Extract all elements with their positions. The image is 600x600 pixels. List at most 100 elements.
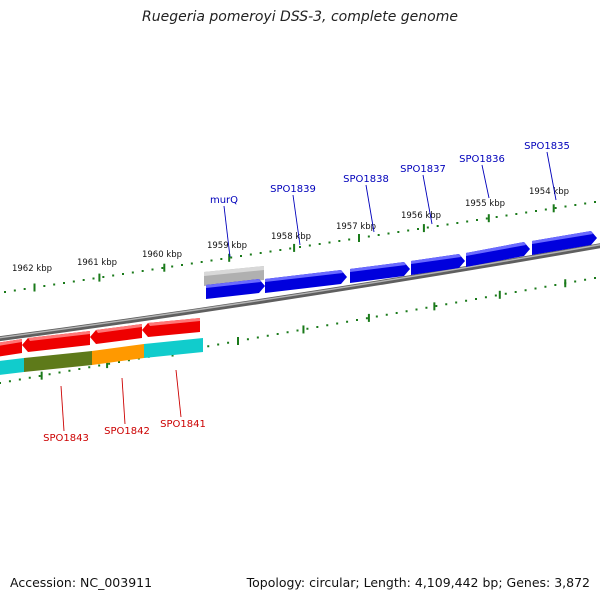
forward-gene-label[interactable]: SPO1838 — [343, 174, 389, 185]
inner-minor-tick — [0, 382, 1, 384]
inner-minor-tick — [28, 376, 31, 379]
outer-major-tick — [487, 214, 490, 223]
inner-major-tick — [498, 290, 501, 299]
outer-minor-tick — [122, 273, 124, 275]
outer-minor-tick — [485, 217, 488, 220]
forward-gene-leader — [223, 205, 231, 258]
outer-minor-tick — [328, 241, 331, 244]
inner-minor-tick — [544, 285, 547, 288]
reverse-gene-label[interactable]: SPO1842 — [104, 426, 150, 437]
reverse-gene-highlight — [28, 331, 90, 341]
inner-minor-tick — [425, 306, 428, 309]
inner-minor-tick — [395, 312, 398, 314]
inner-minor-tick — [514, 291, 517, 293]
forward-gene-label[interactable]: SPO1837 — [400, 164, 446, 175]
reverse-gene-label[interactable]: SPO1843 — [43, 433, 89, 444]
inner-minor-tick — [18, 378, 21, 381]
inner-minor-tick — [415, 308, 418, 311]
inner-minor-tick — [336, 322, 339, 325]
outer-minor-tick — [259, 252, 262, 254]
outer-minor-tick — [476, 219, 478, 221]
inner-major-tick — [237, 337, 239, 345]
inner-minor-tick — [455, 301, 458, 304]
forward-gene-arrow[interactable] — [265, 270, 347, 293]
accession-text: Accession: NC_003911 — [10, 575, 153, 590]
tick-label: 1956 kbp — [401, 211, 441, 221]
inner-minor-tick — [365, 317, 368, 320]
inner-minor-tick — [316, 326, 319, 328]
forward-gene-label[interactable]: SPO1839 — [270, 184, 316, 195]
cog-segment[interactable] — [92, 344, 144, 365]
tick-label: 1962 kbp — [12, 264, 52, 274]
forward-gene-arrow[interactable] — [466, 242, 530, 267]
cog-segment[interactable] — [24, 351, 92, 372]
tick-label: 1955 kbp — [465, 199, 505, 209]
outer-minor-tick — [181, 264, 183, 266]
outer-minor-tick — [141, 270, 144, 272]
outer-minor-tick — [426, 226, 429, 229]
gene-label-lines — [60, 151, 557, 432]
outer-minor-tick — [308, 244, 311, 247]
forward-gene-track — [206, 231, 597, 299]
inner-minor-tick — [385, 313, 388, 316]
inner-major-tick — [302, 325, 305, 334]
map-title: Ruegeria pomeroyi DSS-3, complete genome — [142, 9, 458, 25]
inner-minor-tick — [584, 278, 587, 281]
outer-major-tick — [358, 234, 360, 242]
outer-minor-tick — [92, 277, 95, 280]
outer-minor-tick — [417, 228, 419, 230]
forward-gene-label[interactable]: SPO1836 — [459, 154, 505, 165]
inner-minor-tick — [256, 336, 259, 339]
inner-minor-tick — [296, 329, 299, 332]
outer-minor-tick — [574, 204, 577, 206]
cog-segment[interactable] — [0, 358, 24, 376]
outer-minor-tick — [515, 213, 518, 215]
outer-minor-tick — [161, 267, 164, 269]
outer-major-tick — [33, 283, 36, 292]
inner-minor-tick — [98, 364, 101, 367]
outer-major-tick — [293, 243, 296, 252]
inner-minor-tick — [276, 333, 279, 335]
outer-minor-tick — [249, 253, 252, 256]
outer-minor-tick — [564, 205, 567, 208]
forward-gene-arrow[interactable] — [532, 231, 597, 255]
inner-minor-tick — [58, 371, 61, 374]
inner-major-tick — [367, 313, 370, 322]
inner-minor-tick — [504, 292, 507, 295]
outer-minor-tick — [397, 231, 400, 233]
outer-minor-tick — [495, 216, 498, 218]
inner-minor-tick — [574, 280, 577, 283]
reverse-gene-label[interactable]: SPO1841 — [160, 419, 206, 430]
forward-gene-leader — [365, 184, 375, 233]
outer-minor-tick — [544, 208, 547, 211]
inner-minor-tick — [68, 369, 71, 372]
inner-minor-tick — [435, 305, 438, 307]
outer-minor-tick — [102, 276, 105, 278]
reverse-gene-leader — [175, 369, 182, 418]
outer-minor-tick — [190, 262, 193, 265]
inner-major-tick — [564, 279, 567, 288]
gene-labels: SPO1835 SPO1836 SPO1837 SPO1838 SPO1839 murQ S… — [43, 141, 570, 444]
forward-gene-label[interactable]: murQ — [210, 195, 238, 206]
forward-gene-leader — [422, 174, 433, 225]
forward-gene-label[interactable]: SPO1835 — [524, 141, 570, 152]
forward-gene-highlight — [206, 279, 261, 288]
inner-major-tick — [433, 302, 436, 311]
inner-minor-tick — [356, 319, 358, 321]
reverse-gene-arrow[interactable] — [90, 324, 142, 344]
reverse-gene-leader — [60, 385, 65, 432]
outer-minor-tick — [53, 283, 56, 286]
outer-tick-ring — [4, 201, 596, 293]
cog-segment[interactable] — [144, 338, 203, 358]
inner-minor-tick — [445, 303, 448, 306]
tick-label: 1957 kbp — [336, 222, 376, 232]
inner-minor-tick — [375, 315, 378, 318]
inner-minor-tick — [217, 343, 220, 346]
cog-track — [0, 338, 203, 376]
forward-gene-highlight — [532, 231, 593, 244]
reverse-gene-arrow[interactable] — [22, 331, 90, 352]
reverse-gene-highlight — [0, 339, 22, 346]
outer-minor-tick — [200, 261, 203, 263]
outer-minor-tick — [131, 271, 134, 274]
